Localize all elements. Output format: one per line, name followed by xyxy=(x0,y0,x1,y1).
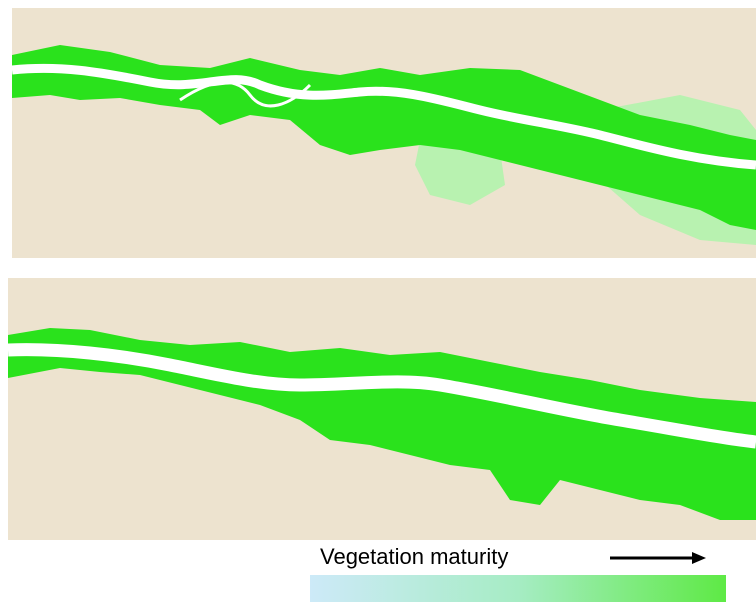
legend-color-bar xyxy=(310,575,726,602)
map-panel-top xyxy=(12,8,756,258)
figure: Vegetation maturity xyxy=(0,0,756,603)
page: Vegetation maturity (() => { const data … xyxy=(0,0,756,603)
legend-label: Vegetation maturity xyxy=(320,544,508,569)
legend-arrowhead xyxy=(692,552,706,564)
map-panel-bottom xyxy=(8,278,756,540)
legend: Vegetation maturity xyxy=(310,544,726,602)
